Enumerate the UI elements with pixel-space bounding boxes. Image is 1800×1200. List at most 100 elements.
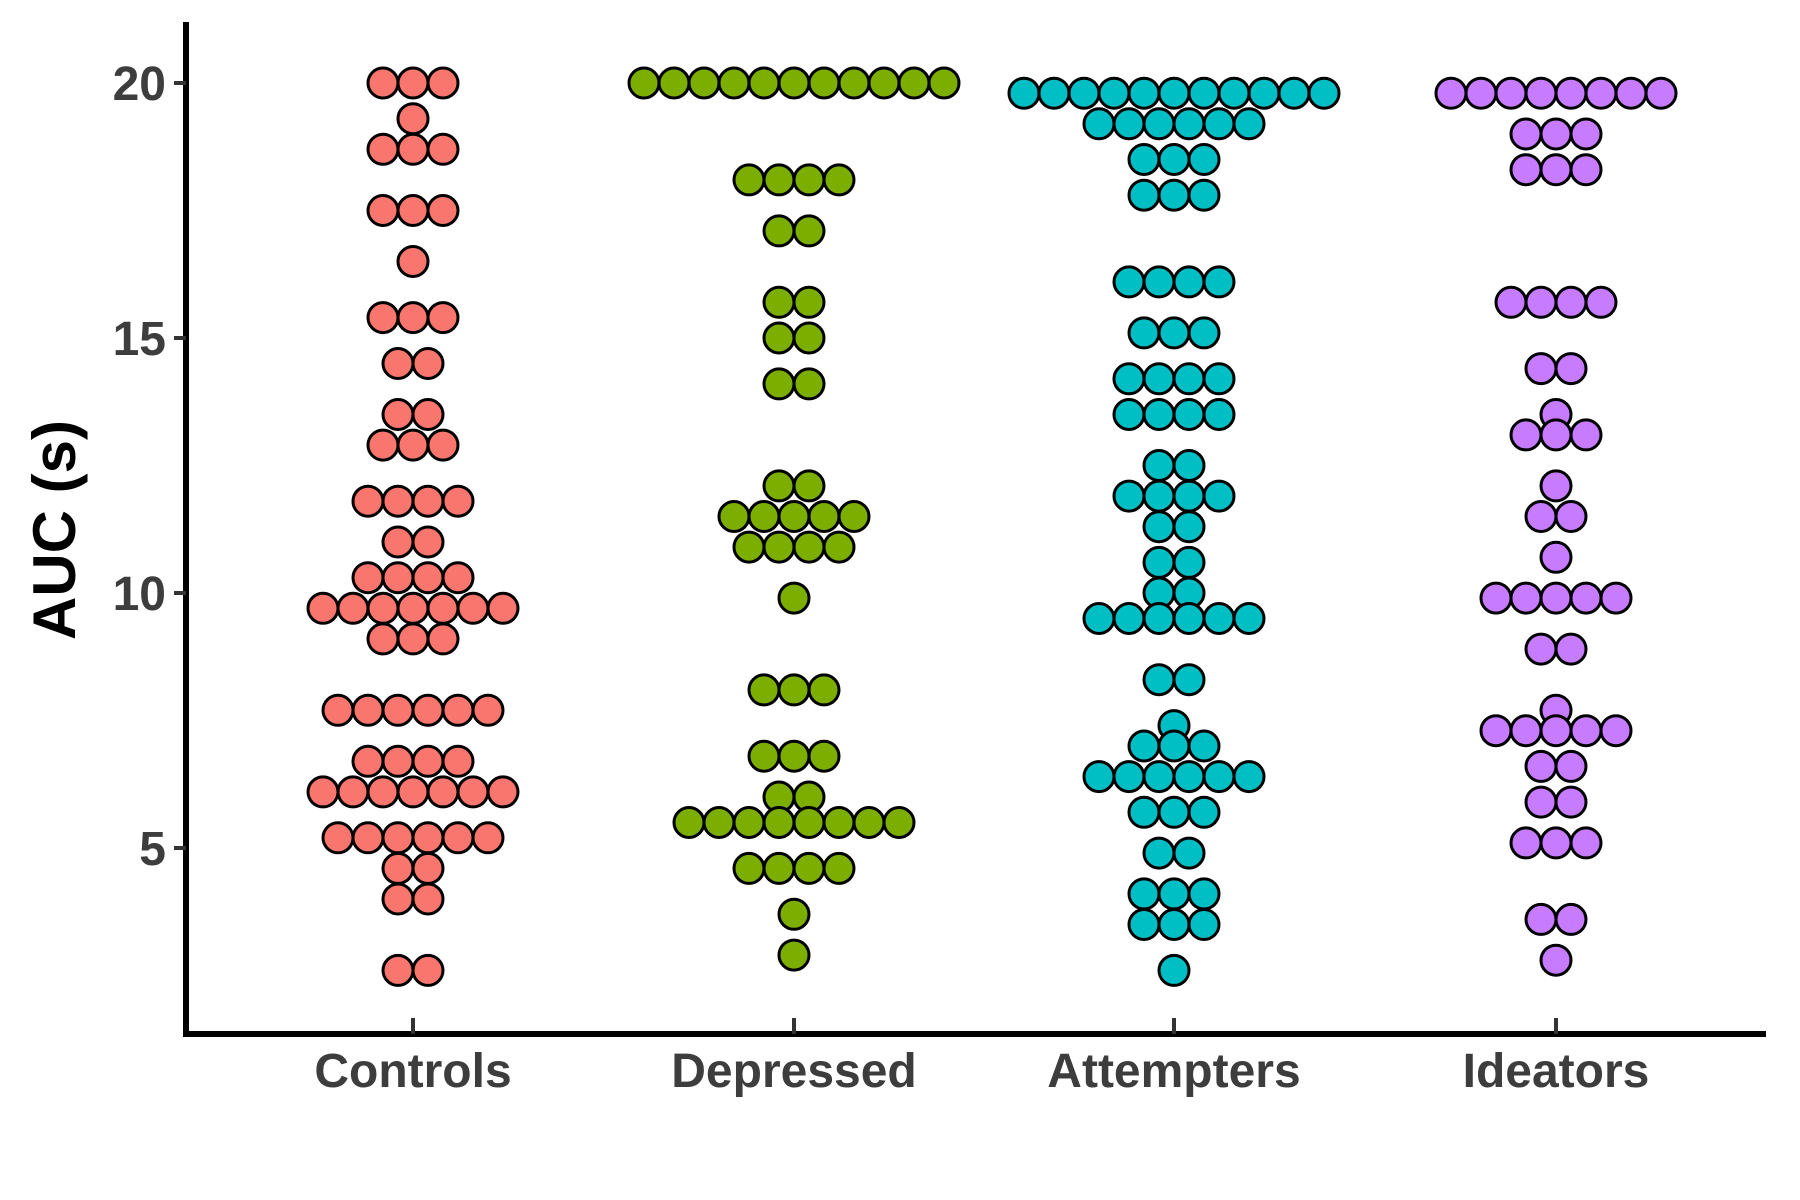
data-point [837, 66, 871, 100]
data-point [306, 775, 340, 809]
series-ideators [1434, 76, 1678, 977]
data-point [1539, 418, 1573, 452]
data-point [732, 851, 766, 885]
data-point [1172, 398, 1206, 431]
data-point [1142, 265, 1176, 299]
data-point [396, 194, 430, 227]
data-point [792, 806, 826, 839]
data-point [1127, 178, 1161, 212]
data-point [1524, 76, 1558, 110]
data-point [837, 500, 871, 533]
data-point [1127, 908, 1161, 941]
data-point [1172, 449, 1206, 482]
data-point [1494, 76, 1528, 110]
data-point [1569, 418, 1603, 452]
data-point [1509, 418, 1543, 452]
data-point [1614, 76, 1648, 110]
data-point [426, 622, 460, 656]
data-point [396, 428, 430, 462]
data-point [1509, 826, 1543, 860]
x-tick-label-attempters: Attempters [1047, 1045, 1300, 1098]
data-point [1127, 877, 1161, 911]
data-point [426, 66, 460, 100]
data-point [411, 821, 445, 855]
data-point [777, 500, 811, 533]
data-point [777, 581, 811, 615]
data-point [426, 132, 460, 166]
data-point [366, 428, 400, 462]
data-point [1142, 362, 1176, 396]
data-point [1599, 714, 1633, 748]
y-axis-title: AUC (s) [21, 420, 88, 640]
data-point [366, 622, 400, 656]
data-point [762, 214, 796, 248]
data-point [411, 347, 445, 380]
data-point [381, 525, 415, 559]
data-point [792, 214, 826, 248]
data-point [366, 591, 400, 625]
data-point [1599, 581, 1633, 615]
data-point [1644, 76, 1678, 110]
data-point [1157, 76, 1191, 110]
data-point [807, 500, 841, 533]
data-point [1157, 953, 1191, 987]
data-point [1539, 469, 1573, 503]
data-point [441, 693, 475, 727]
data-point [366, 775, 400, 809]
data-point [1172, 760, 1206, 794]
data-point [1142, 602, 1176, 635]
data-point [687, 66, 721, 100]
data-point [807, 739, 841, 773]
data-point [441, 484, 475, 518]
data-point [426, 775, 460, 809]
data-point [762, 367, 796, 401]
y-ticks: 5 10 15 20 [113, 58, 186, 876]
data-point [1247, 76, 1281, 110]
data-point [381, 347, 415, 380]
data-point [351, 821, 385, 855]
data-point [1569, 826, 1603, 860]
y-tick-label: 10 [113, 568, 166, 621]
data-point [456, 775, 490, 809]
data-point [351, 744, 385, 778]
data-point [366, 301, 400, 335]
data-point [1187, 316, 1221, 350]
data-point [1569, 153, 1603, 187]
data-point [1067, 76, 1101, 110]
data-point [1172, 362, 1206, 396]
data-point [1097, 76, 1131, 110]
data-point [1539, 714, 1573, 748]
data-point [426, 194, 460, 227]
data-point [1524, 785, 1558, 819]
data-point [1142, 107, 1176, 141]
data-point [321, 693, 355, 727]
data-point [1539, 943, 1573, 977]
data-point [1524, 749, 1558, 783]
data-point [732, 530, 766, 564]
data-point [1172, 836, 1206, 870]
data-point [1112, 362, 1146, 396]
data-point [1554, 785, 1588, 819]
data-point [927, 66, 961, 100]
data-point [627, 66, 661, 100]
data-point [396, 245, 430, 278]
data-point [1112, 107, 1146, 141]
data-point [747, 673, 781, 707]
data-point [426, 428, 460, 462]
data-point [321, 821, 355, 855]
data-point [381, 561, 415, 595]
data-point [381, 693, 415, 727]
data-point [441, 744, 475, 778]
data-point [1187, 143, 1221, 176]
x-tick-label-ideators: Ideators [1463, 1045, 1650, 1098]
data-point [411, 882, 445, 916]
data-point [1202, 107, 1236, 141]
data-point [411, 484, 445, 518]
data-point [1157, 877, 1191, 911]
data-point [1172, 107, 1206, 141]
data-point [1187, 729, 1221, 763]
data-point [777, 673, 811, 707]
x-tick-label-controls: Controls [314, 1045, 511, 1098]
data-point [1509, 153, 1543, 187]
data-point [486, 591, 520, 625]
